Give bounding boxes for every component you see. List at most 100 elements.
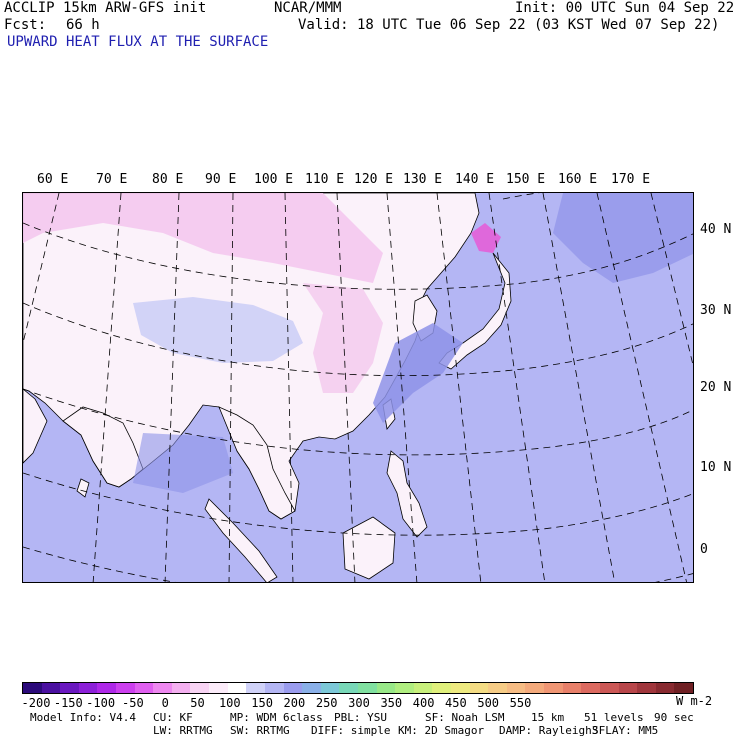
surface-layer: SFLAY: MM5 xyxy=(592,724,659,737)
colorbar-tick-label: 450 xyxy=(445,696,467,710)
lon-label: 120 E xyxy=(354,172,394,187)
model-info: Model Info: V4.4 xyxy=(30,711,136,724)
colorbar-swatch xyxy=(134,683,154,693)
lon-label: 100 E xyxy=(254,172,294,187)
time-step: 90 sec xyxy=(654,711,694,724)
lon-label: 90 E xyxy=(205,172,237,187)
cumulus-scheme: CU: KF xyxy=(153,711,193,724)
positive-flux-region xyxy=(303,283,383,393)
colorbar-swatch xyxy=(506,683,526,693)
colorbar-swatch xyxy=(78,683,98,693)
strong-positive-region xyxy=(471,223,501,253)
colorbar xyxy=(22,682,694,694)
graticule xyxy=(23,193,693,582)
plateau-region xyxy=(133,297,303,363)
km-option: KM: 2D Smagor xyxy=(398,724,485,737)
colorbar-swatch xyxy=(599,683,619,693)
colorbar-swatch xyxy=(525,683,545,693)
colorbar-ticks: -200 -150 -100 -50 0 50 100 150 200 250 300 350 400 4… xyxy=(0,696,740,710)
colorbar-tick-label: 350 xyxy=(380,696,403,710)
surface-scheme: SF: Noah LSM xyxy=(425,711,505,724)
sri-lanka-island xyxy=(76,478,90,498)
colorbar-swatch xyxy=(302,683,321,693)
colorbar-tick-label: 400 xyxy=(412,696,435,710)
lat-label: 20 N xyxy=(700,380,732,395)
field-title: UPWARD HEAT FLUX AT THE SURFACE xyxy=(7,34,269,50)
map-graphic xyxy=(23,193,693,582)
org-name: NCAR/MMM xyxy=(274,0,342,16)
colorbar-swatch xyxy=(562,683,582,693)
sumatra-island xyxy=(204,498,278,582)
colorbar-tick-label: -100 xyxy=(86,696,116,710)
colorbar-swatch xyxy=(227,683,247,693)
colorbar-tick-label: 300 xyxy=(348,696,370,710)
colorbar-swatch xyxy=(469,683,489,693)
colorbar-swatch xyxy=(153,683,172,693)
philippines-islands xyxy=(386,450,428,538)
lon-label: 60 E xyxy=(37,172,69,187)
colorbar-tick-label: 100 xyxy=(218,696,241,710)
shortwave-scheme: SW: RRTMG xyxy=(230,724,290,737)
colorbar-swatch xyxy=(60,683,79,693)
colorbar-tick-label: 150 xyxy=(251,696,273,710)
pbl-scheme: PBL: YSU xyxy=(334,711,387,724)
colorbar-swatch xyxy=(171,683,191,693)
colorbar-unit: W m-2 xyxy=(676,694,713,708)
valid-time: Valid: 18 UTC Tue 06 Sep 22 (03 KST Wed … xyxy=(298,17,720,33)
colorbar-tick-label: -50 xyxy=(122,696,144,710)
lon-label: 160 E xyxy=(558,172,598,187)
colorbar-swatch xyxy=(190,683,210,693)
colorbar-swatch xyxy=(655,683,675,693)
colorbar-tick-label: 50 xyxy=(190,696,205,710)
forecast-label: Fcst: xyxy=(4,17,47,33)
colorbar-swatch xyxy=(674,683,693,693)
lat-label: 40 N xyxy=(700,222,732,237)
colorbar-swatch xyxy=(376,683,396,693)
colorbar-swatch xyxy=(116,683,135,693)
colorbar-swatch xyxy=(637,683,656,693)
lon-label: 140 E xyxy=(455,172,495,187)
colorbar-tick-label: 200 xyxy=(283,696,306,710)
lon-label: 150 E xyxy=(506,172,546,187)
forecast-hour: 66 h xyxy=(66,17,100,33)
lon-label: 130 E xyxy=(403,172,443,187)
colorbar-tick-label: 500 xyxy=(477,696,500,710)
microphysics-scheme: MP: WDM 6class xyxy=(230,711,323,724)
lon-label: 170 E xyxy=(611,172,651,187)
colorbar-swatch xyxy=(357,683,377,693)
heat-flux-map xyxy=(22,192,694,583)
colorbar-swatch xyxy=(41,683,61,693)
colorbar-swatch xyxy=(544,683,563,693)
colorbar-tick-label: 250 xyxy=(315,696,338,710)
colorbar-swatch xyxy=(264,683,284,693)
colorbar-swatch xyxy=(97,683,117,693)
lat-label: 30 N xyxy=(700,303,732,318)
lon-label: 110 E xyxy=(305,172,345,187)
diffusion-scheme: DIFF: simple xyxy=(311,724,391,737)
indochina-landmass xyxy=(218,406,296,520)
levels: 51 levels xyxy=(584,711,644,724)
colorbar-swatch xyxy=(395,683,414,693)
borneo-island xyxy=(342,516,396,580)
colorbar-swatch xyxy=(209,683,228,693)
colorbar-swatch xyxy=(23,683,42,693)
arabia-landmass xyxy=(23,388,48,464)
warm-water-band xyxy=(553,193,693,283)
colorbar-swatch xyxy=(413,683,433,693)
warm-water-band xyxy=(133,433,233,493)
init-time: Init: 00 UTC Sun 04 Sep 22 xyxy=(515,0,735,16)
warm-water-band xyxy=(373,323,463,423)
colorbar-tick-label: -200 xyxy=(21,696,51,710)
lat-label: 10 N xyxy=(700,460,732,475)
colorbar-tick-label: 0 xyxy=(161,696,169,710)
colorbar-swatch xyxy=(618,683,638,693)
positive-flux-region xyxy=(23,193,383,283)
colorbar-swatch xyxy=(246,683,265,693)
model-title: ACCLIP 15km ARW-GFS init xyxy=(4,0,207,16)
colorbar-swatch xyxy=(581,683,600,693)
longwave-scheme: LW: RRTMG xyxy=(153,724,213,737)
colorbar-swatch xyxy=(320,683,340,693)
colorbar-swatch xyxy=(339,683,358,693)
colorbar-swatch xyxy=(432,683,452,693)
colorbar-tick-label: 550 xyxy=(509,696,532,710)
